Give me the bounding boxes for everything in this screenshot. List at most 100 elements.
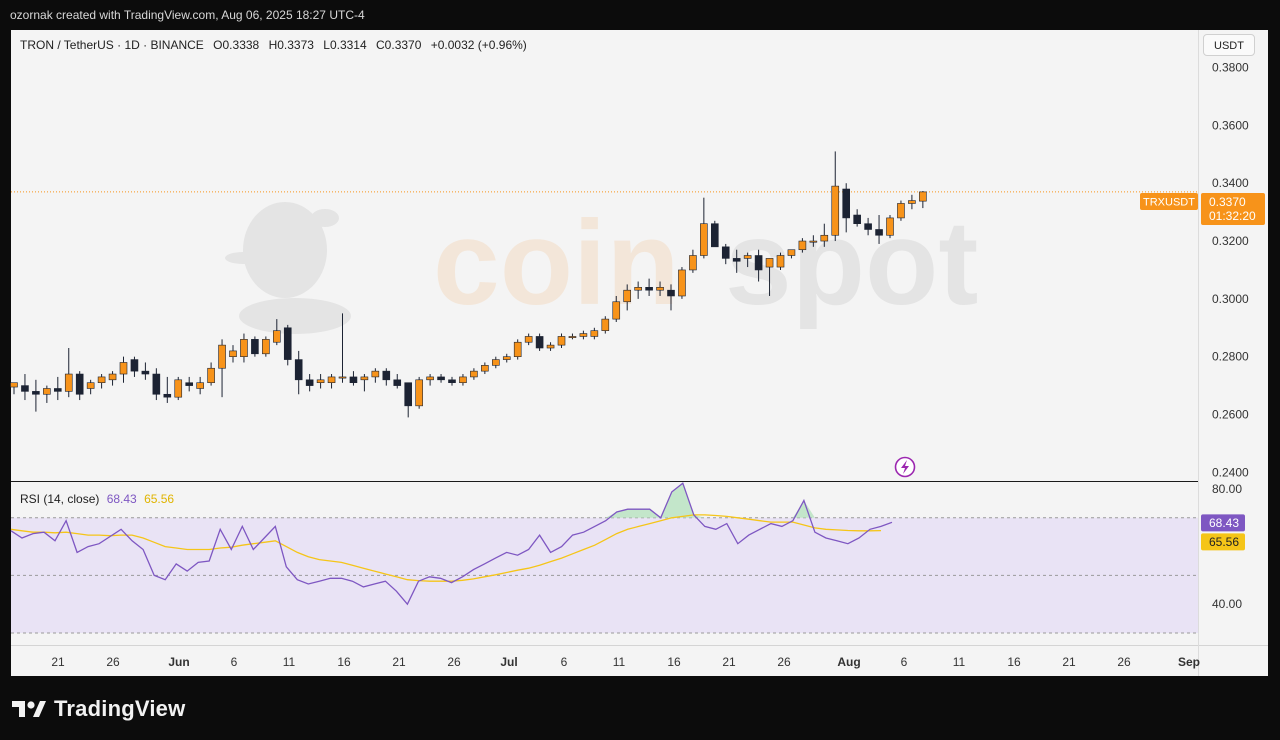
candle-body (382, 370, 391, 381)
candle-body (656, 287, 664, 291)
candle-body (502, 356, 511, 360)
price-tick-label: 0.2800 (1212, 350, 1249, 364)
candle-body (174, 379, 183, 398)
candle-body (470, 370, 478, 378)
price-tick-label: 0.3600 (1212, 118, 1249, 132)
candle-body (754, 255, 763, 271)
candle-body (108, 373, 117, 381)
rsi-ma-legend-value: 65.56 (144, 492, 175, 506)
candle-body (229, 350, 237, 357)
candle-body (448, 379, 456, 384)
time-tick-label: 21 (1062, 655, 1076, 669)
candle-body (721, 246, 730, 259)
candle-body (218, 344, 226, 369)
candle-body (678, 269, 686, 297)
candle-body (196, 382, 204, 389)
candle-body (557, 336, 566, 346)
candle-body (459, 376, 467, 384)
candle-body (43, 388, 51, 395)
candle-body (294, 359, 303, 381)
rsi-label[interactable]: RSI (14, close) (20, 492, 100, 506)
candle-body (404, 382, 413, 407)
candle-body (776, 255, 785, 268)
ohlc-high: H0.3373 (268, 38, 314, 52)
currency-button[interactable]: USDT (1203, 34, 1255, 56)
candle-body (163, 393, 172, 398)
candle-body (743, 255, 752, 259)
last-price-value: 0.3370 (1209, 195, 1246, 209)
time-tick-label: 26 (447, 655, 461, 669)
rsi-ma-line (10, 514, 882, 582)
candle-body (612, 301, 621, 320)
ohlc-change: +0.0032 (+0.96%) (430, 38, 527, 52)
symbol-label[interactable]: TRON / TetherUS · 1D · BINANCE (20, 38, 204, 52)
candle-body (491, 359, 500, 366)
last-price-tag (1201, 193, 1265, 225)
candle-body (864, 223, 872, 230)
time-tick-label: 11 (953, 655, 966, 669)
symbol-legend: TRON / TetherUS · 1D · BINANCE O0.3338 H… (20, 38, 533, 52)
time-tick-label: Jul (500, 655, 517, 669)
time-tick-label: 6 (561, 655, 568, 669)
price-tick-label: 0.3200 (1212, 234, 1249, 248)
candle-body (645, 287, 653, 291)
candle-body (513, 341, 522, 357)
time-tick-label: Aug (837, 655, 860, 669)
coinspot-watermark: coin spot (225, 198, 978, 334)
candle-body (371, 370, 380, 378)
candle-body (415, 379, 423, 407)
candle-body (798, 240, 807, 251)
lightning-bolt-icon (901, 460, 909, 474)
candle-body (831, 185, 840, 236)
candle-body (185, 382, 193, 386)
candle-body (623, 289, 632, 303)
time-tick-label: 11 (613, 655, 626, 669)
candle-body (853, 214, 861, 224)
candle-body (787, 249, 796, 256)
candle-body (283, 327, 292, 360)
rsi-tick-label: 40.00 (1212, 597, 1242, 611)
rsi-tag-value: 68.43 (1209, 516, 1239, 530)
price-tick-label: 0.3000 (1212, 292, 1249, 306)
price-tick-label: 0.2400 (1212, 465, 1249, 479)
candle-body (86, 382, 95, 389)
candle-body (349, 376, 358, 384)
time-tick-label: 6 (901, 655, 908, 669)
candle-body (579, 333, 588, 337)
candle-body (634, 287, 642, 291)
candle-body (305, 379, 314, 386)
price-tick-label: 0.3400 (1212, 176, 1249, 190)
candle-body (481, 365, 489, 372)
rsi-ma-tag-value: 65.56 (1209, 535, 1239, 549)
candle-body (546, 344, 555, 349)
candle-body (316, 379, 325, 384)
watermark-text-left: coin (433, 198, 680, 330)
tradingview-logo-icon (12, 701, 46, 717)
price-tick-label: 0.2600 (1212, 408, 1249, 422)
candle-body (21, 385, 29, 392)
time-tick-label: 16 (337, 655, 351, 669)
candle-body (10, 382, 18, 388)
time-tick-label: 16 (667, 655, 681, 669)
candle-body (897, 203, 905, 219)
candle-body (886, 217, 894, 236)
rsi-tick-label: 80.00 (1212, 482, 1242, 496)
candle-body (75, 373, 84, 395)
time-tick-label: 21 (51, 655, 65, 669)
candle-body (765, 258, 774, 268)
candle-body (119, 362, 128, 375)
candle-body (393, 379, 402, 386)
candle-body (568, 336, 577, 338)
candle-body (919, 191, 927, 202)
countdown-value: 01:32:20 (1209, 209, 1256, 223)
candle-body (908, 200, 916, 204)
candle-body (152, 373, 161, 395)
candle-body (207, 367, 215, 384)
candle-body (141, 370, 150, 375)
candle-body (53, 388, 62, 392)
time-tick-label: 16 (1007, 655, 1021, 669)
candle-body (327, 376, 336, 384)
ticker-tag (1140, 193, 1198, 210)
candle-body (700, 223, 708, 256)
